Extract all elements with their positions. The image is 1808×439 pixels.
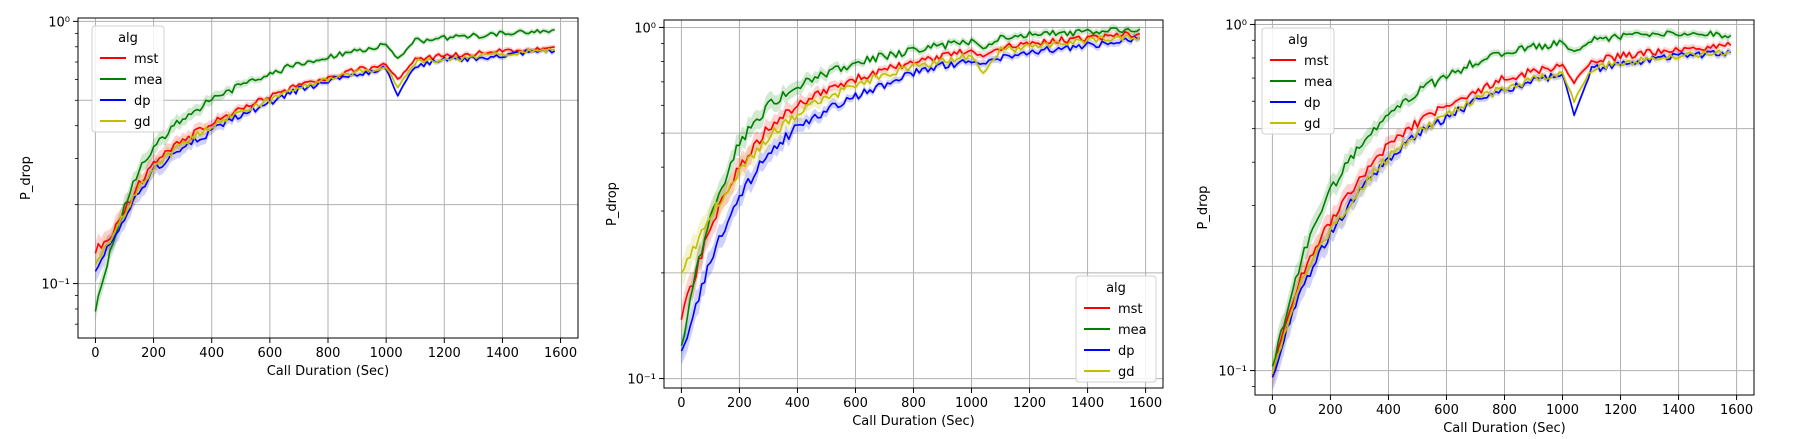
x-tick-label: 200 (141, 346, 166, 361)
y-tick-label: 10⁰ (634, 21, 656, 36)
series-line-gd (94, 47, 555, 265)
x-tick-label: 1600 (1720, 403, 1753, 418)
legend-label-gd: gd (1304, 117, 1321, 132)
legend: alg mst mea dp gd (1075, 275, 1157, 383)
legend-label-gd: gd (134, 115, 151, 130)
x-tick-label: 400 (785, 396, 810, 411)
x-tick-label: 1200 (1604, 403, 1637, 418)
plot-area (1271, 27, 1732, 392)
confidence-band-gd (681, 31, 1140, 287)
y-tick-label: 10⁻¹ (41, 278, 70, 293)
legend-label-mst: mst (1304, 54, 1329, 69)
x-tick-label: 800 (316, 346, 341, 361)
chart-2: 0 200 400 600 800 1000 1200 1400 1600 10⁻¹ 10⁰ Call… (605, 19, 1164, 429)
x-tick-label: 1200 (428, 346, 461, 361)
y-axis-label: P_drop (605, 182, 620, 226)
series-line-mst (680, 31, 1141, 320)
legend-title: alg (1288, 33, 1308, 48)
x-tick-label: 0 (91, 346, 99, 361)
legend-box (1261, 27, 1335, 135)
series-line-mea (680, 27, 1141, 346)
legend-label-gd: gd (1118, 365, 1135, 380)
x-tick-label: 1600 (544, 346, 577, 361)
x-tick-label: 1400 (486, 346, 519, 361)
x-tick-label: 1000 (955, 396, 988, 411)
x-tick-label: 600 (843, 396, 868, 411)
x-tick-label: 1000 (370, 346, 403, 361)
legend-label-mst: mst (134, 52, 159, 67)
grid (1255, 20, 1754, 395)
legend-label-mea: mea (1304, 75, 1333, 90)
series-line-mea (1271, 30, 1732, 367)
plot-area (94, 27, 556, 323)
x-axis-label: Call Duration (Sec) (267, 364, 390, 379)
series-line-mst (94, 46, 555, 254)
legend-label-mea: mea (1118, 323, 1147, 338)
legend-label-mea: mea (134, 73, 163, 88)
series-line-gd (1271, 49, 1731, 375)
legend: alg mst mea dp gd (1261, 27, 1335, 135)
chart-3: 0 200 400 600 800 1000 1200 1400 1600 10⁻¹ 10⁰ Call… (1196, 18, 1755, 436)
y-tick-label: 10⁻¹ (627, 373, 656, 388)
legend: alg mst mea dp gd (91, 25, 165, 133)
legend-title: alg (1106, 281, 1126, 296)
x-tick-label: 1400 (1662, 403, 1695, 418)
x-tick-label: 200 (727, 396, 752, 411)
legend-title: alg (118, 31, 138, 46)
x-tick-label: 200 (1318, 403, 1343, 418)
legend-box (1075, 275, 1157, 383)
y-axis-label: P_drop (19, 156, 34, 200)
x-axis-label: Call Duration (Sec) (852, 414, 975, 429)
x-tick-label: 1600 (1129, 396, 1162, 411)
confidence-band-mst (681, 28, 1140, 334)
chart-1: 0 200 400 600 800 1000 1200 1400 1600 10⁻¹ 10⁰ Call… (19, 15, 579, 379)
x-tick-label: 400 (1376, 403, 1401, 418)
x-tick-label: 1400 (1071, 396, 1104, 411)
x-tick-label: 600 (1434, 403, 1459, 418)
y-axis-label: P_drop (1196, 186, 1211, 230)
x-tick-label: 400 (199, 346, 224, 361)
x-tick-label: 1000 (1546, 403, 1579, 418)
x-tick-label: 1200 (1013, 396, 1046, 411)
x-axis-label: Call Duration (Sec) (1443, 421, 1566, 436)
legend-label-dp: dp (1118, 344, 1135, 359)
y-tick-label: 10⁻¹ (1218, 365, 1247, 380)
x-tick-label: 800 (1492, 403, 1517, 418)
x-tick-label: 0 (1268, 403, 1276, 418)
plot-area (680, 24, 1141, 366)
legend-box (91, 25, 165, 133)
x-tick-label: 800 (901, 396, 926, 411)
legend-label-mst: mst (1118, 302, 1143, 317)
legend-label-dp: dp (1304, 96, 1321, 111)
series-line-mea (94, 28, 555, 312)
y-tick-label: 10⁰ (48, 15, 70, 30)
y-tick-label: 10⁰ (1225, 18, 1247, 33)
series-line-dp (680, 35, 1140, 352)
x-tick-label: 600 (257, 346, 282, 361)
series-line-gd (680, 34, 1141, 274)
confidence-band-dp (681, 33, 1140, 366)
series-line-mst (1271, 41, 1732, 376)
legend-label-dp: dp (134, 94, 151, 109)
x-tick-label: 0 (677, 396, 685, 411)
series-line-dp (1271, 49, 1732, 378)
